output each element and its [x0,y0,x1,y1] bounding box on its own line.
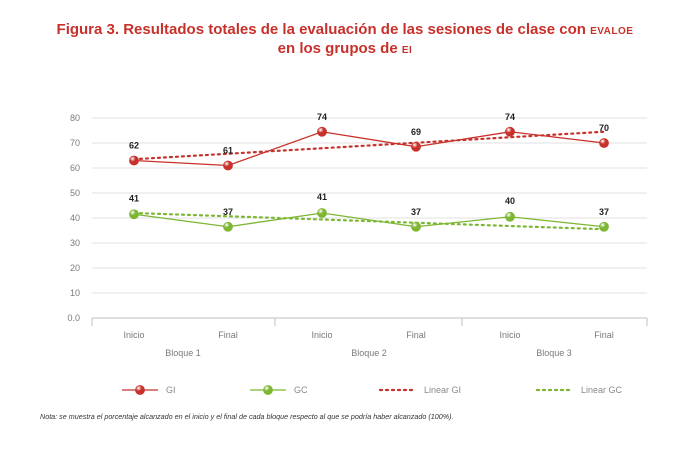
data-point [317,208,327,218]
data-label: 37 [223,207,233,217]
x-axis: Inicio Final Inicio Final Inicio Final Bloque … [91,317,648,358]
legend-label: GC [294,385,308,395]
y-tick-label: 40 [70,213,80,223]
legend-item-linear-gi: Linear GI [378,385,461,395]
x-tick-label: Final [594,330,614,340]
data-point [505,126,515,137]
data-label: 37 [599,207,609,217]
x-tick-label: Final [218,330,238,340]
data-point [223,160,233,171]
data-label: 41 [317,192,327,202]
legend-label: GI [166,385,176,395]
data-label: 37 [411,207,421,217]
y-tick-label: 20 [70,263,80,273]
y-tick-label: 70 [70,138,80,148]
legend-item-linear-gc: Linear GC [535,385,623,395]
legend-label: Linear GC [581,385,623,395]
y-tick-label: 50 [70,188,80,198]
title-line2-smallcaps: ei [401,40,413,56]
data-label: 74 [505,112,515,122]
data-label: 61 [223,146,233,156]
series-lines [129,126,609,232]
data-point [223,221,233,232]
data-label: 41 [129,193,139,203]
legend-item-gi: GI [122,385,176,395]
y-tick-label: 30 [70,238,80,248]
title-line1: Figura 3. Resultados totales de la evalu… [56,21,586,38]
data-labels: 62 61 74 69 74 70 41 37 41 37 40 37 [129,112,609,217]
data-point [505,211,515,222]
y-tick-label: 10 [70,288,80,298]
series-line-0 [133,131,605,167]
x-tick-label: Inicio [123,330,144,340]
data-label: 74 [317,112,327,122]
y-tick-label: 80 [70,113,80,123]
x-tick-label: Inicio [311,330,332,340]
trendline-0 [132,130,606,161]
legend-label: Linear GI [424,385,461,395]
x-tick-label: Inicio [499,330,520,340]
footnote: Nota: se muestra el porcentaje alcanzado… [40,412,454,421]
trendlines [132,130,606,231]
gridlines [92,117,647,319]
trendline-1 [132,211,606,231]
legend-item-gc: GC [250,385,308,395]
data-point [599,138,609,148]
data-label: 62 [129,141,139,151]
legend-marker [263,385,273,395]
data-point [411,221,421,232]
group-label: Bloque 1 [165,348,201,358]
y-axis: 0.0 10 20 30 40 50 60 70 80 [67,113,80,323]
title-line2: en los grupos de [277,40,398,57]
data-label: 70 [599,123,609,133]
legend-marker [135,385,145,395]
group-label: Bloque 3 [536,348,572,358]
legend: GI GC Linear GI Linear GC [122,385,623,395]
data-point [129,209,139,220]
data-point [411,141,421,152]
data-point [129,155,139,166]
data-point [599,221,609,232]
group-label: Bloque 2 [351,348,387,358]
data-point [317,126,327,137]
y-tick-label: 60 [70,163,80,173]
chart-title: Figura 3. Resultados totales de la evalu… [0,20,690,58]
title-line1-smallcaps: evaloe [590,21,634,37]
data-label: 40 [505,196,515,206]
x-tick-label: Final [406,330,426,340]
data-label: 69 [411,127,421,137]
series-line-1 [133,212,605,228]
y-tick-label: 0.0 [67,313,80,323]
